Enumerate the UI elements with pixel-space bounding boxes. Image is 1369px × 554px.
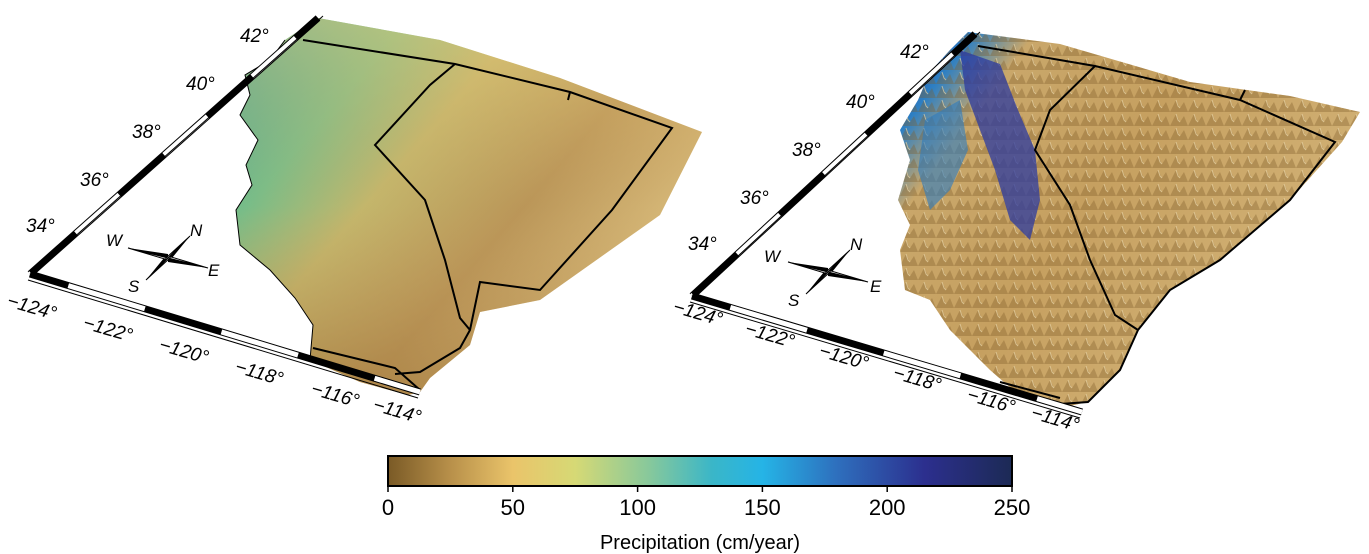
relief-map-state-borders [977,45,1337,405]
relief-compass-n: N [850,235,863,254]
colorbar: 0 50 100 150 200 250 Precipitation (cm/year) [382,455,1030,554]
colorbar-tick-label: 250 [994,495,1031,520]
flat-lon-label-120: −120° [157,335,212,369]
flat-lon-label-122: −122° [81,313,136,347]
relief-map: 34° 36° 38° 40° 42° −124° −122° −120° −1… [671,31,1360,436]
relief-map-lon-axis [689,292,1083,419]
flat-lon-label-114: −114° [371,395,424,429]
flat-lat-label-36: 36° [80,170,109,191]
relief-compass-w: W [764,247,782,266]
flat-lat-label-38: 38° [132,122,161,143]
relief-compass-rose-icon [787,249,869,295]
relief-compass-s: S [788,291,800,310]
colorbar-title: Precipitation (cm/year) [600,532,800,554]
colorbar-ticks: 0 50 100 150 200 250 [382,486,1030,520]
relief-lat-label-36: 36° [740,188,769,209]
flat-map-lon-axis [27,270,422,399]
colorbar-tick-label: 200 [869,495,906,520]
flat-map-state-borders [302,39,674,391]
flat-lat-label-42: 42° [240,26,269,47]
colorbar-gradient [387,455,1013,487]
relief-lat-label-34: 34° [688,234,717,255]
colorbar-tick-label: 50 [501,495,525,520]
flat-map: 34° 36° 38° 40° 42° −124° −122° −120° −1… [5,15,702,429]
flat-compass-e: E [208,261,220,280]
flat-lon-label-118: −118° [233,357,286,391]
flat-lat-label-34: 34° [26,216,55,237]
relief-lat-label-40: 40° [846,92,875,113]
flat-lon-label-116: −116° [309,379,362,413]
relief-map-lat-axis [689,31,981,299]
colorbar-tick-label: 150 [744,495,781,520]
relief-compass-e: E [870,277,882,296]
flat-compass-w: W [106,231,124,250]
flat-lat-label-40: 40° [186,74,215,95]
colorbar-tick-label: 0 [382,495,394,520]
flat-compass-s: S [128,277,140,296]
flat-map-lat-axis [27,15,324,277]
relief-map-sierra-ridge [960,50,1040,240]
relief-lat-label-38: 38° [792,140,821,161]
flat-compass-n: N [190,221,203,240]
flat-lon-label-124: −124° [5,291,60,325]
relief-lat-label-42: 42° [900,42,929,63]
flat-compass-rose-icon [127,235,209,281]
colorbar-tick-label: 100 [619,495,656,520]
